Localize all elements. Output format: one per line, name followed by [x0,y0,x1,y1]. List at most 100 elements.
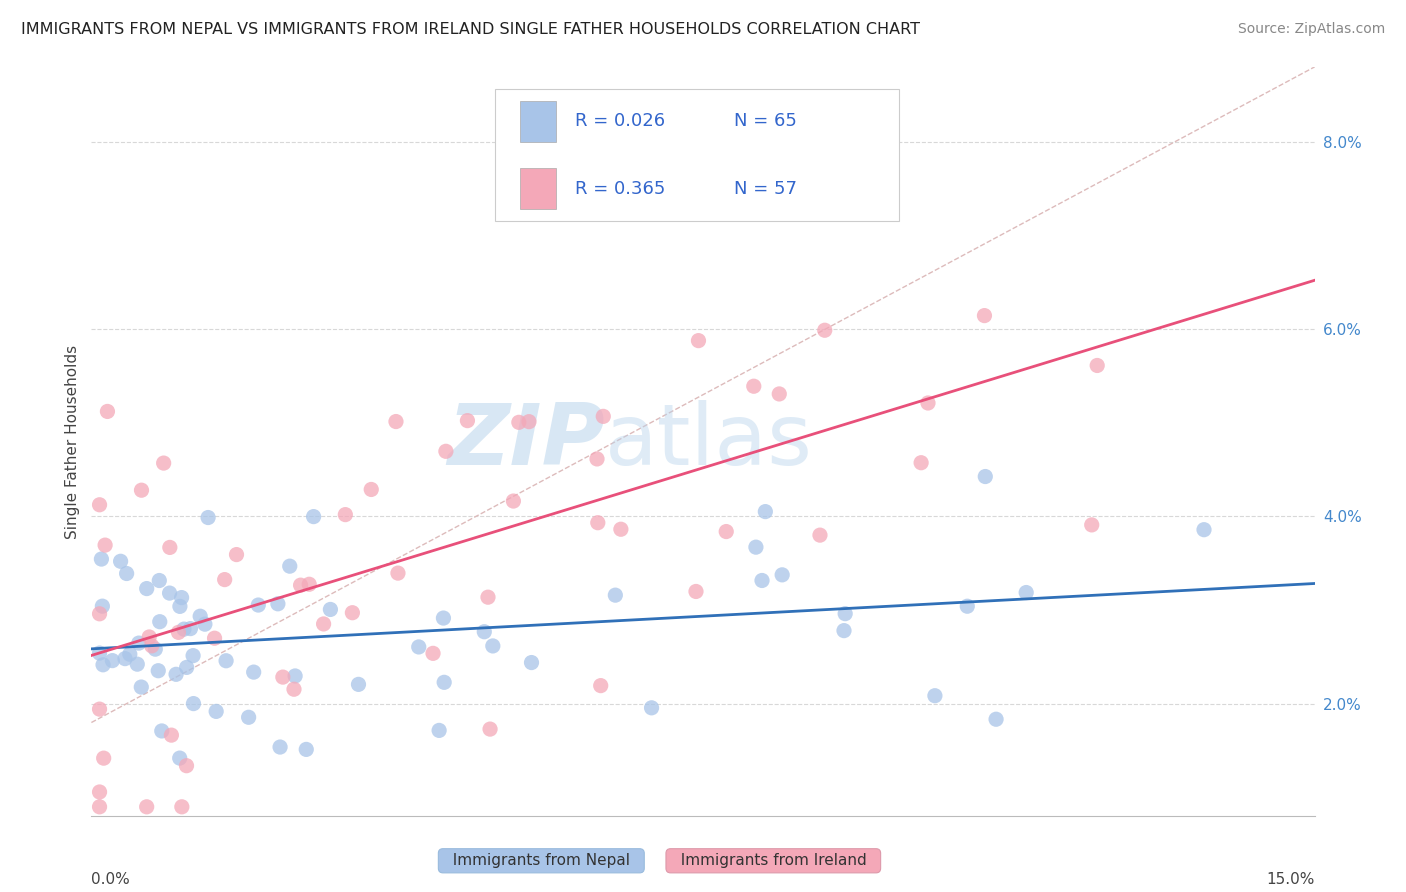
Point [917,396,939,410]
Point [754,505,776,519]
Point [973,309,995,323]
Point [149,615,172,629]
Point [148,574,170,588]
Point [586,516,609,530]
Point [129,680,152,694]
Point [456,414,478,428]
Point [128,636,150,650]
Point [610,522,633,536]
Point [170,800,193,814]
Point [589,679,612,693]
Point [924,689,946,703]
Point [169,599,191,614]
Point [482,639,505,653]
Point [194,617,217,632]
Point [312,616,335,631]
Point [472,624,495,639]
Point [278,559,301,574]
Point [101,654,124,668]
Point [814,323,837,337]
Point [342,606,364,620]
Point [751,574,773,588]
Point [159,586,181,600]
Point [956,599,979,614]
Point [688,334,710,348]
Point [188,609,211,624]
Point [319,602,342,616]
Point [215,654,238,668]
Point [716,524,738,539]
Point [640,701,662,715]
Point [152,456,174,470]
Point [91,657,114,672]
Point [176,660,198,674]
Text: Immigrants from Ireland: Immigrants from Ireland [671,854,876,868]
Point [176,758,198,772]
Text: N = 57: N = 57 [734,179,797,198]
Text: N = 65: N = 65 [734,112,796,130]
Point [271,670,294,684]
Point [290,578,312,592]
Point [242,665,264,679]
Point [238,710,260,724]
Point [148,664,170,678]
Point [143,642,166,657]
Point [745,540,768,554]
FancyBboxPatch shape [520,101,557,142]
Point [183,697,205,711]
Point [197,510,219,524]
Point [96,404,118,418]
Y-axis label: Single Father Households: Single Father Households [65,344,80,539]
Point [1080,517,1102,532]
Point [742,379,765,393]
Text: Immigrants from Nepal: Immigrants from Nepal [443,854,640,868]
Point [517,415,540,429]
Point [433,675,456,690]
Point [115,566,138,581]
Point [135,582,157,596]
FancyBboxPatch shape [495,89,898,220]
Point [167,625,190,640]
Point [89,702,111,716]
Point [1085,359,1108,373]
Point [910,456,932,470]
Point [89,800,111,814]
Point [984,712,1007,726]
Point [1192,523,1215,537]
Point [335,508,357,522]
Text: IMMIGRANTS FROM NEPAL VS IMMIGRANTS FROM IRELAND SINGLE FATHER HOUSEHOLDS CORREL: IMMIGRANTS FROM NEPAL VS IMMIGRANTS FROM… [21,22,920,37]
Point [169,751,191,765]
Point [520,656,543,670]
Text: R = 0.026: R = 0.026 [575,112,665,130]
Point [770,567,793,582]
Point [179,622,201,636]
Point [834,607,856,621]
Point [247,598,270,612]
FancyBboxPatch shape [520,168,557,210]
Point [408,640,430,654]
Point [94,538,117,552]
Text: 0.0%: 0.0% [91,872,131,888]
Text: atlas: atlas [605,400,813,483]
Point [150,723,173,738]
Point [170,591,193,605]
Point [141,639,163,653]
Point [91,599,114,614]
Point [89,607,111,621]
Text: ZIP: ZIP [447,400,605,483]
Point [267,597,290,611]
Point [225,548,247,562]
Point [90,552,112,566]
Point [295,742,318,756]
Point [347,677,370,691]
Point [385,415,408,429]
Point [605,588,627,602]
Point [205,705,228,719]
Point [284,669,307,683]
Point [110,554,132,568]
Point [479,722,502,736]
Point [808,528,831,542]
Text: Source: ZipAtlas.com: Source: ZipAtlas.com [1237,22,1385,37]
Point [851,203,873,218]
Point [138,630,160,644]
